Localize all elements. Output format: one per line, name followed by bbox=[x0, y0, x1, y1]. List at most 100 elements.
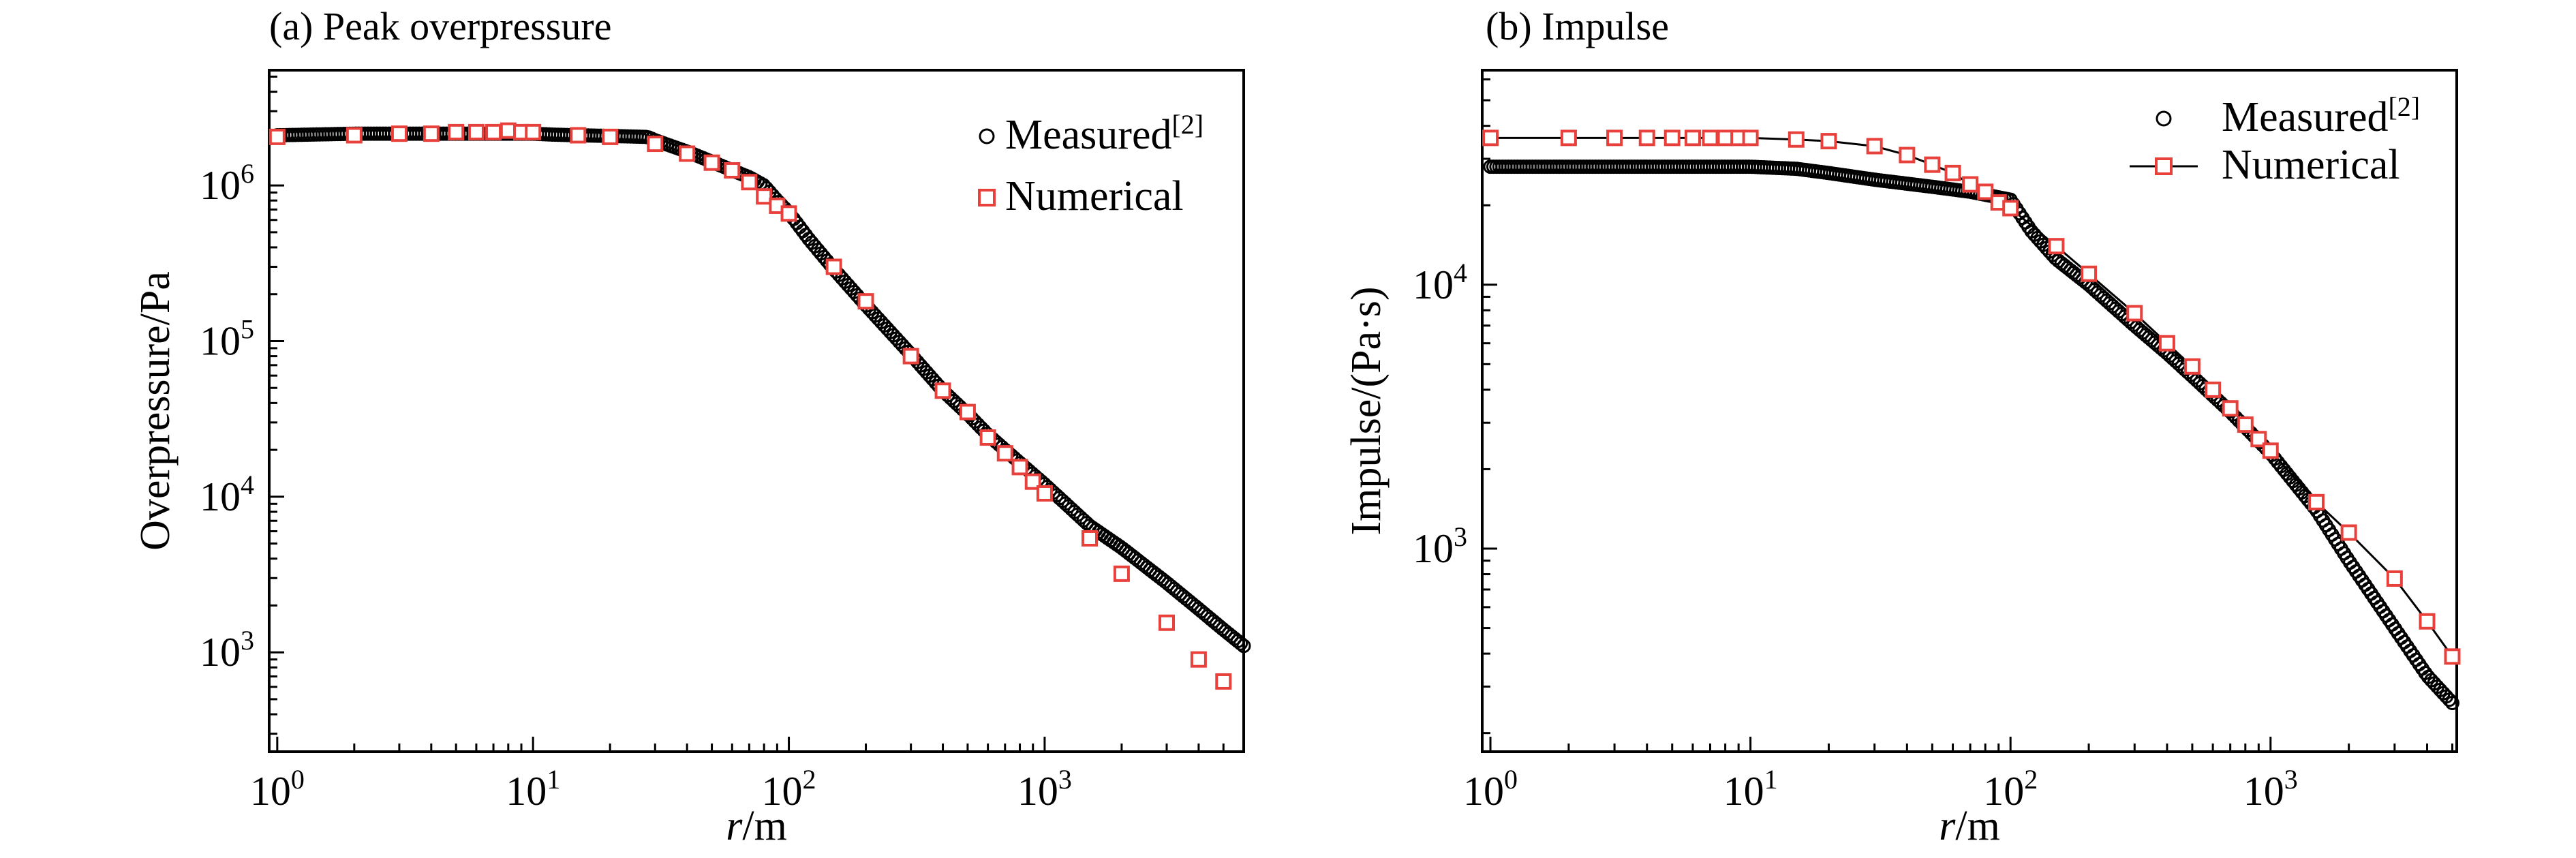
numerical-point bbox=[1820, 133, 1837, 150]
numerical-point bbox=[1113, 565, 1130, 582]
numerical-point bbox=[1684, 129, 1701, 147]
x-tick-label: 102 bbox=[1983, 764, 2038, 814]
numerical-point bbox=[2419, 613, 2436, 630]
numerical-point bbox=[1190, 651, 1207, 668]
numerical-point bbox=[2048, 238, 2065, 255]
x-axis-var-b: r bbox=[1939, 803, 1956, 849]
numerical-point bbox=[756, 188, 773, 205]
x-axis-var-a: r bbox=[726, 803, 743, 849]
x-axis-unit-b: /m bbox=[1955, 803, 1999, 849]
numerical-point bbox=[647, 136, 664, 153]
numerical-point bbox=[269, 128, 286, 145]
y-tick-exponent: 4 bbox=[1454, 258, 1467, 288]
x-tick-exponent: 1 bbox=[1764, 764, 1778, 795]
legend-numerical-marker bbox=[978, 189, 996, 206]
numerical-point bbox=[1717, 129, 1734, 147]
panel-impulse: (b) Impulse Impulse/(Pa·s) r/m 100 101 102… bbox=[1343, 4, 2461, 849]
x-tick-base: 10 bbox=[506, 769, 547, 814]
x-tick-base: 10 bbox=[2243, 769, 2284, 814]
x-tick-base: 10 bbox=[1017, 769, 1058, 814]
legend-label: Numerical bbox=[1005, 173, 1184, 219]
x-tick-exponent: 2 bbox=[803, 764, 816, 795]
numerical-point bbox=[1482, 129, 1499, 147]
numerical-point bbox=[2444, 648, 2461, 665]
y-tick-base: 10 bbox=[200, 163, 241, 208]
numerical-point bbox=[1899, 147, 1916, 164]
numerical-point bbox=[724, 162, 741, 179]
numerical-point bbox=[1159, 614, 1176, 631]
x-tick-exponent: 3 bbox=[2284, 764, 2298, 795]
x-tick-base: 10 bbox=[1983, 769, 2024, 814]
numerical-point bbox=[1742, 129, 1759, 147]
numerical-point bbox=[2183, 358, 2201, 375]
numerical-point bbox=[1082, 530, 1099, 547]
numerical-point bbox=[448, 123, 465, 140]
legend-series-name: Measured bbox=[1005, 112, 1171, 158]
x-tick-exponent: 2 bbox=[2024, 764, 2038, 795]
x-tick-exponent: 3 bbox=[1058, 764, 1072, 795]
numerical-point bbox=[423, 125, 440, 142]
x-tick-exponent: 0 bbox=[1504, 764, 1518, 795]
y-tick-base: 10 bbox=[1413, 526, 1454, 571]
numerical-point bbox=[1977, 183, 1994, 200]
legend-series-name: Measured bbox=[2222, 94, 2388, 140]
numerical-point bbox=[500, 122, 517, 139]
numerical-point bbox=[602, 128, 619, 145]
numerical-point bbox=[2262, 442, 2279, 459]
numerical-point bbox=[1944, 164, 1961, 181]
y-tick-exponent: 3 bbox=[1454, 521, 1467, 552]
y-tick-exponent: 3 bbox=[241, 625, 254, 656]
numerical-point bbox=[1215, 673, 1232, 690]
x-tick-label: 100 bbox=[1463, 764, 1518, 814]
chart-title-b: (b) Impulse bbox=[1486, 4, 1669, 48]
chart-title-a: (a) Peak overpressure bbox=[269, 4, 611, 48]
legend-citation: [2] bbox=[2388, 91, 2420, 122]
numerical-point bbox=[934, 382, 951, 399]
legend-label: Measured[2] bbox=[2222, 91, 2420, 140]
y-tick-label: 103 bbox=[200, 625, 254, 675]
numerical-point bbox=[2002, 200, 2019, 217]
numerical-point bbox=[825, 258, 842, 275]
legend-series-name: Numerical bbox=[2222, 142, 2400, 188]
y-tick-base: 10 bbox=[1413, 262, 1454, 307]
legend-label: Numerical bbox=[2222, 142, 2400, 188]
numerical-point bbox=[1866, 138, 1883, 155]
numerical-point bbox=[1638, 129, 1655, 147]
numerical-point bbox=[467, 123, 485, 140]
numerical-point bbox=[1924, 156, 1941, 173]
marks-b bbox=[1482, 129, 2461, 711]
x-tick-base: 10 bbox=[762, 769, 803, 814]
numerical-point bbox=[996, 445, 1013, 462]
numerical-point bbox=[780, 205, 797, 222]
numerical-point bbox=[902, 348, 919, 365]
x-tick-exponent: 0 bbox=[291, 764, 305, 795]
y-tick-exponent: 4 bbox=[241, 470, 254, 500]
legend-series-name: Numerical bbox=[1005, 173, 1184, 219]
legend-label: Measured[2] bbox=[1005, 109, 1203, 158]
x-tick-label: 101 bbox=[1723, 764, 1778, 814]
legend-measured-marker bbox=[2156, 110, 2172, 127]
numerical-point bbox=[2307, 493, 2325, 510]
plot-frame-a bbox=[268, 69, 1245, 753]
y-tick-exponent: 5 bbox=[241, 313, 254, 344]
numerical-point bbox=[979, 429, 996, 446]
numerical-point bbox=[1663, 129, 1681, 147]
y-tick-label: 104 bbox=[200, 470, 254, 519]
numerical-point bbox=[857, 293, 874, 310]
numerical-point bbox=[390, 125, 408, 142]
x-tick-exponent: 1 bbox=[547, 764, 560, 795]
numerical-point bbox=[2222, 400, 2239, 417]
numerical-point bbox=[2205, 381, 2222, 398]
numerical-point bbox=[1011, 459, 1028, 476]
numerical-point bbox=[525, 123, 542, 140]
legend-a: Measured[2] Numerical bbox=[978, 109, 1203, 219]
measured-point bbox=[2442, 692, 2457, 707]
legend-citation: [2] bbox=[1171, 109, 1203, 140]
numerical-point bbox=[741, 174, 758, 191]
x-tick-label: 102 bbox=[762, 764, 816, 814]
legend-measured-marker bbox=[979, 128, 995, 144]
numerical-point bbox=[1606, 129, 1623, 147]
x-tick-base: 10 bbox=[250, 769, 291, 814]
numerical-point bbox=[485, 123, 502, 140]
y-tick-exponent: 6 bbox=[241, 158, 254, 189]
